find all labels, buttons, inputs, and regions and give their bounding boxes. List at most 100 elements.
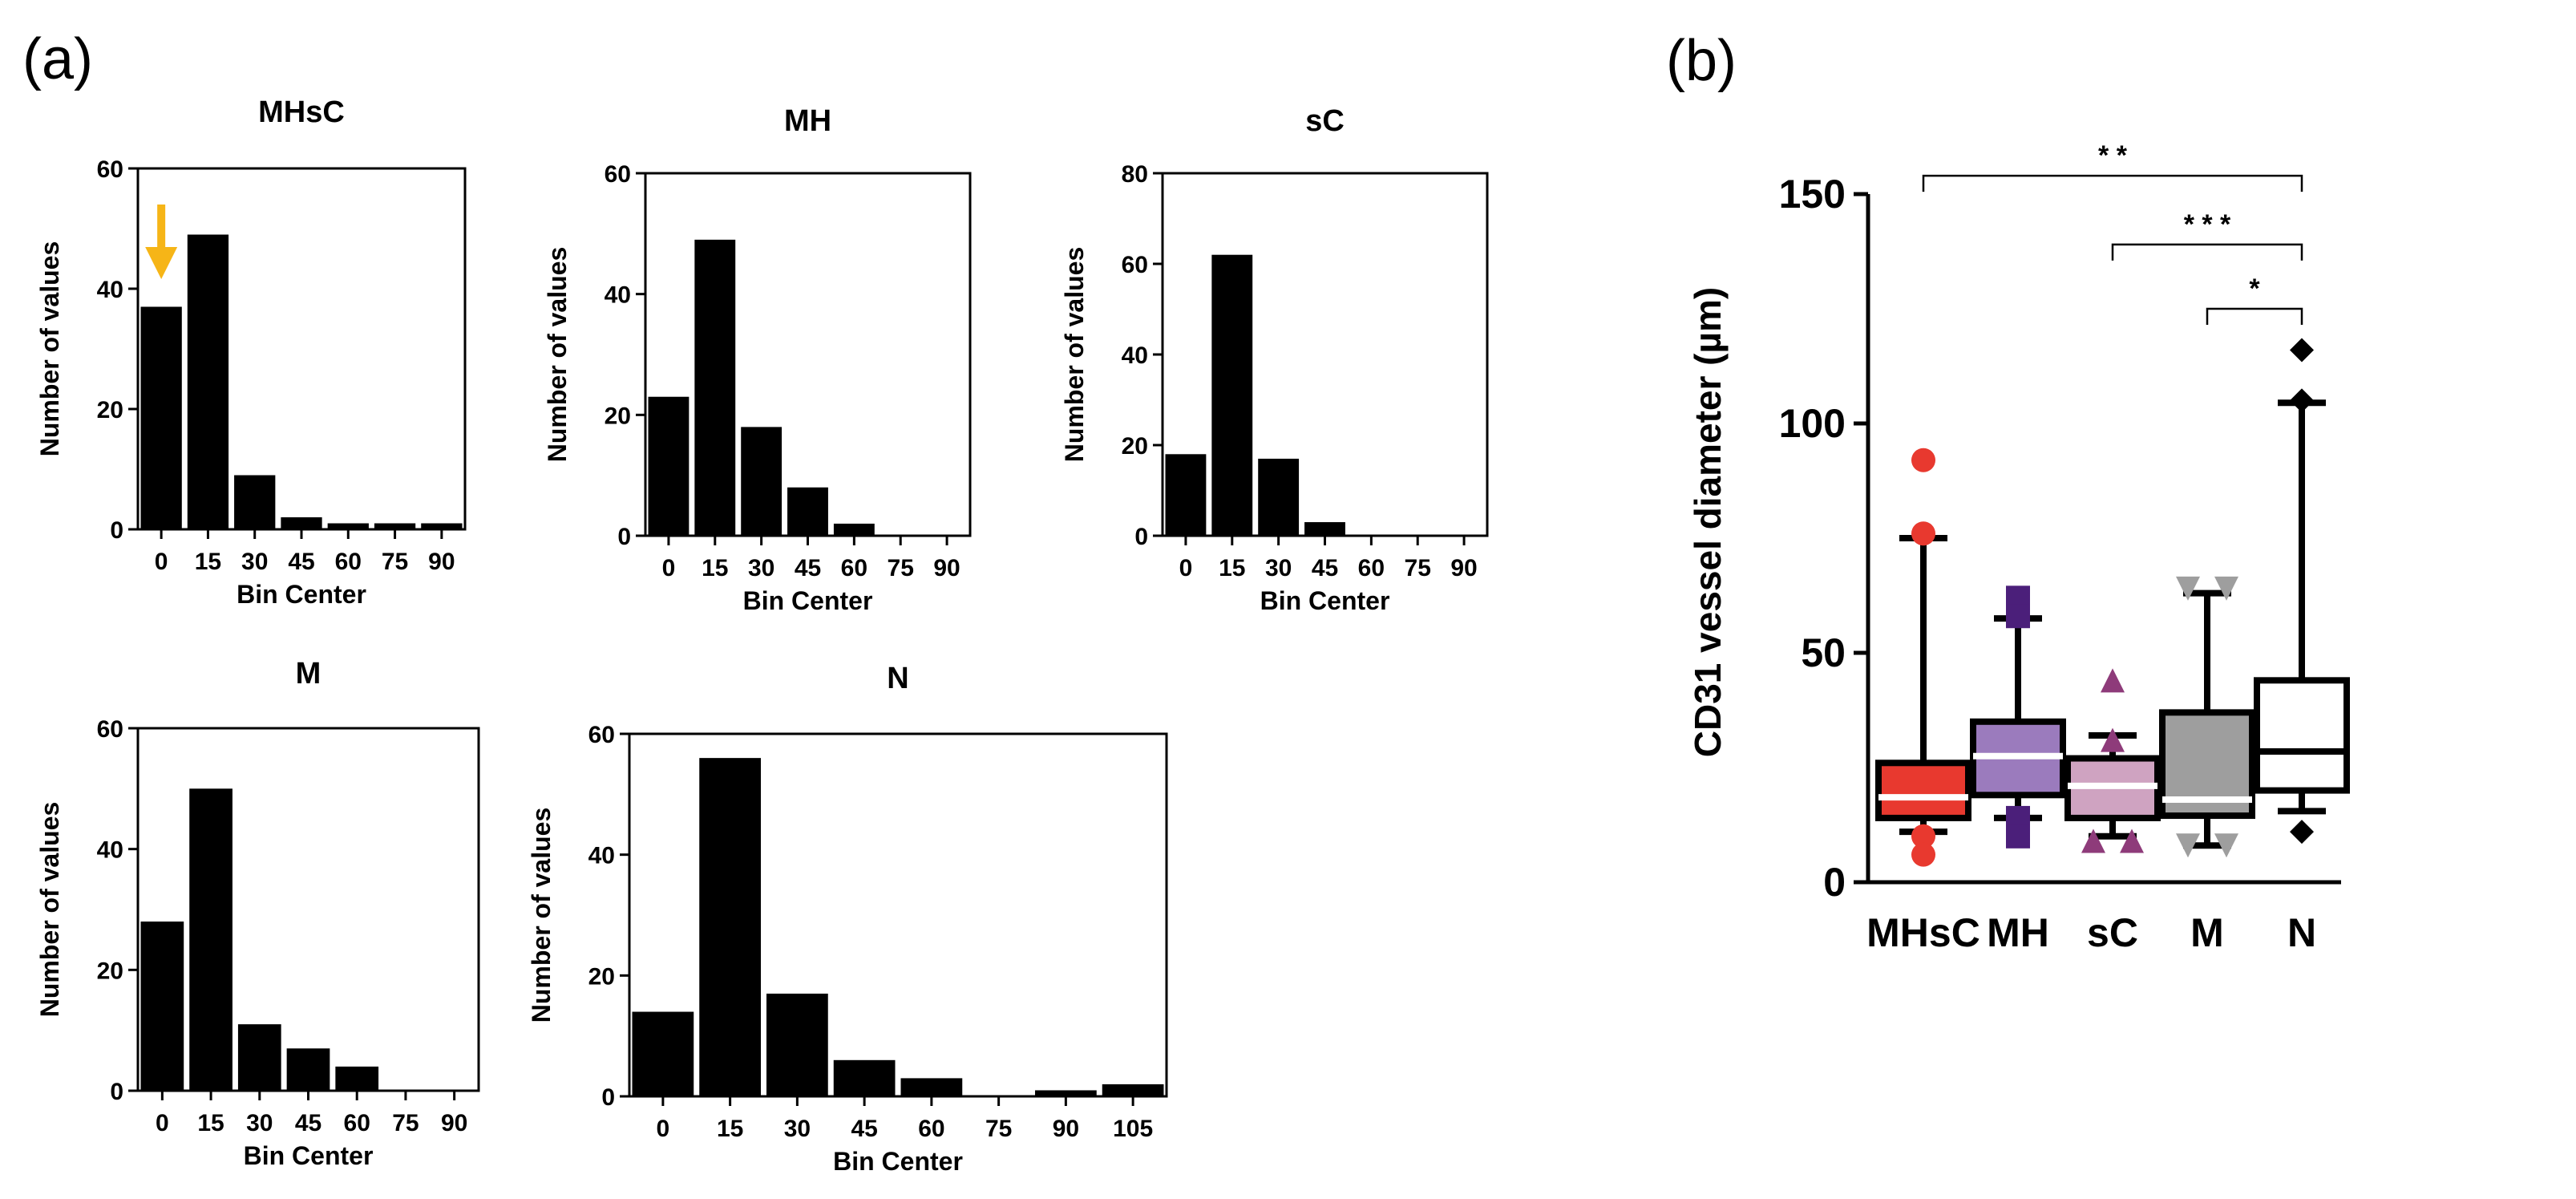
x-tick-label: 45	[295, 1110, 321, 1136]
x-tick-label: 45	[795, 555, 821, 581]
histogram-m: M 0 20 40 60 0 15 30 45 60 75 90 Bin Center Number of…	[35, 657, 480, 1170]
bar-60	[833, 523, 875, 536]
x-tick-label: 45	[288, 549, 314, 575]
chart-title: N	[887, 662, 908, 695]
panel-b-label: (b)	[1666, 29, 1737, 93]
x-tick-label: 60	[918, 1116, 944, 1142]
bar-75	[374, 523, 416, 529]
x-tick-label: 90	[1450, 555, 1477, 581]
x-axis-label: Bin Center	[237, 580, 366, 609]
bar-60	[335, 1066, 379, 1091]
bar-105	[1102, 1084, 1164, 1096]
histogram-sc: sC 0 20 40 60 80 0 15 30 45 60 75 90 Bin Center Number…	[1060, 104, 1489, 615]
chart-title: MHsC	[258, 95, 345, 129]
bar-30	[237, 1024, 281, 1091]
bar-30	[766, 993, 828, 1096]
x-tick-label: 75	[888, 555, 914, 581]
box-sC	[2064, 731, 2161, 840]
bar-0	[632, 1011, 694, 1096]
x-tick-label: 0	[155, 549, 168, 575]
significance-bracket	[1922, 174, 2303, 192]
y-tick-label: 20	[605, 403, 631, 429]
x-tick-label: 15	[1219, 555, 1245, 581]
y-axis-label: Number of values	[543, 247, 572, 463]
x-tick-label: 90	[933, 555, 960, 581]
box-MHsC	[1875, 535, 1971, 836]
x-tick-label: 0	[662, 555, 676, 581]
x-tick-label: M	[2190, 910, 2224, 955]
bar-45	[1304, 522, 1345, 536]
x-tick-label: MHsC	[1866, 910, 1980, 955]
bar-60	[900, 1078, 963, 1096]
y-tick-label: 150	[1779, 172, 1846, 217]
x-axis-label: Bin Center	[1260, 586, 1390, 615]
annotation-arrow-shaft	[157, 205, 166, 249]
x-tick-label: 45	[1312, 555, 1338, 581]
bar-30	[1258, 458, 1300, 536]
y-tick-label: 40	[97, 837, 123, 864]
box-N	[2254, 399, 2350, 815]
bar-30	[234, 475, 276, 529]
x-tick-label: 0	[156, 1110, 169, 1136]
y-tick-label: 0	[1134, 524, 1148, 550]
box-iqr	[1875, 760, 1971, 821]
y-tick-label: 80	[1122, 161, 1148, 188]
chart-title: M	[296, 657, 321, 691]
histogram-mh: MH 0 20 40 60 0 15 30 45 60 75 90 Bin Center Number o…	[543, 104, 972, 615]
y-tick-label: 100	[1779, 401, 1846, 446]
x-tick-label: 15	[195, 549, 221, 575]
outlier-point	[2120, 828, 2144, 853]
outlier-point	[2176, 576, 2200, 601]
y-axis-label: Number of values	[1060, 247, 1089, 463]
outlier-point	[2101, 727, 2125, 752]
chart-title: sC	[1305, 104, 1345, 138]
bar-45	[787, 487, 828, 536]
outlier-point	[1911, 448, 1935, 472]
x-tick-label: 90	[441, 1110, 467, 1136]
x-tick-label: 60	[1358, 555, 1385, 581]
y-tick-label: 60	[97, 716, 123, 743]
chart-title: MH	[784, 104, 831, 138]
outlier-point	[2101, 668, 2125, 693]
box-MH	[1970, 615, 2066, 821]
box-iqr	[2254, 677, 2350, 794]
y-axis-label: Number of values	[35, 802, 64, 1018]
outlier-point	[2290, 388, 2314, 413]
bar-45	[281, 517, 322, 529]
bar-30	[741, 427, 783, 536]
bar-45	[286, 1048, 330, 1091]
outlier-point	[2006, 824, 2030, 849]
x-tick-label: 15	[197, 1110, 224, 1136]
outlier-point	[2214, 576, 2238, 601]
x-tick-label: 45	[851, 1116, 877, 1142]
y-axis-label: Number of values	[35, 241, 64, 457]
x-axis-label: Bin Center	[743, 586, 873, 615]
plot-frame	[1161, 172, 1489, 537]
outlier-point	[2290, 338, 2314, 363]
y-tick-label: 20	[588, 963, 615, 990]
significance-bracket	[2111, 243, 2303, 261]
bar-90	[421, 523, 463, 529]
bar-45	[833, 1059, 896, 1096]
y-tick-label: 60	[97, 156, 123, 183]
histogram-mhsc: MHsC 0 20 40 60 0 15 30 45 60 75 90 Bin Center Number…	[35, 95, 467, 609]
x-tick-label: MH	[1987, 910, 2049, 955]
bar-0	[648, 396, 689, 536]
y-tick-label: 40	[588, 843, 615, 869]
y-tick-label: 40	[605, 282, 631, 309]
plot-frame	[136, 167, 467, 531]
y-tick-label: 0	[110, 517, 123, 544]
bar-15	[1211, 254, 1253, 536]
x-tick-label: 90	[428, 549, 455, 575]
outlier-point	[2006, 604, 2030, 629]
x-tick-label: 30	[241, 549, 268, 575]
y-tick-label: 20	[97, 397, 123, 423]
y-tick-label: 20	[97, 958, 123, 984]
x-tick-label: 75	[382, 549, 408, 575]
x-tick-label: 75	[1405, 555, 1431, 581]
outlier-point	[1911, 521, 1935, 546]
bar-15	[694, 239, 736, 536]
x-tick-label: N	[2287, 910, 2316, 955]
